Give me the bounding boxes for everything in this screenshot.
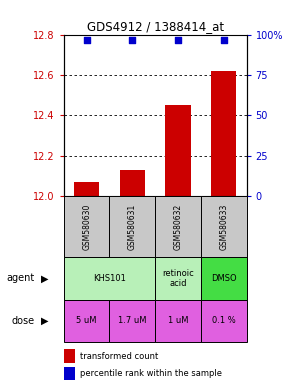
Bar [201,300,246,342]
Text: GSM580630: GSM580630 [82,204,91,250]
Bar [201,196,246,257]
Bar [64,300,110,342]
Bar [74,182,99,196]
Text: GSM580633: GSM580633 [219,204,228,250]
Text: 5 uM: 5 uM [76,316,97,325]
Text: dose: dose [12,316,35,326]
Text: agent: agent [7,273,35,283]
Bar [120,170,145,196]
Bar [165,105,191,196]
Text: GSM580632: GSM580632 [173,204,182,250]
Text: 1.7 uM: 1.7 uM [118,316,146,325]
Point [221,36,226,43]
Bar [155,300,201,342]
Title: GDS4912 / 1388414_at: GDS4912 / 1388414_at [87,20,224,33]
Point [176,36,180,43]
Text: GSM580631: GSM580631 [128,204,137,250]
Bar [110,196,155,257]
Text: retinoic
acid: retinoic acid [162,269,194,288]
Bar [155,196,201,257]
Bar [211,71,236,196]
Bar [155,257,201,300]
Point [130,36,135,43]
Bar [64,196,110,257]
Text: ▶: ▶ [41,316,48,326]
Text: percentile rank within the sample: percentile rank within the sample [80,369,222,378]
Bar [110,300,155,342]
Text: transformed count: transformed count [80,352,158,361]
Text: DMSO: DMSO [211,274,236,283]
Text: ▶: ▶ [41,273,48,283]
Text: KHS101: KHS101 [93,274,126,283]
Bar [64,257,155,300]
Bar [201,257,246,300]
Text: 1 uM: 1 uM [168,316,188,325]
Point [84,36,89,43]
Text: 0.1 %: 0.1 % [212,316,235,325]
